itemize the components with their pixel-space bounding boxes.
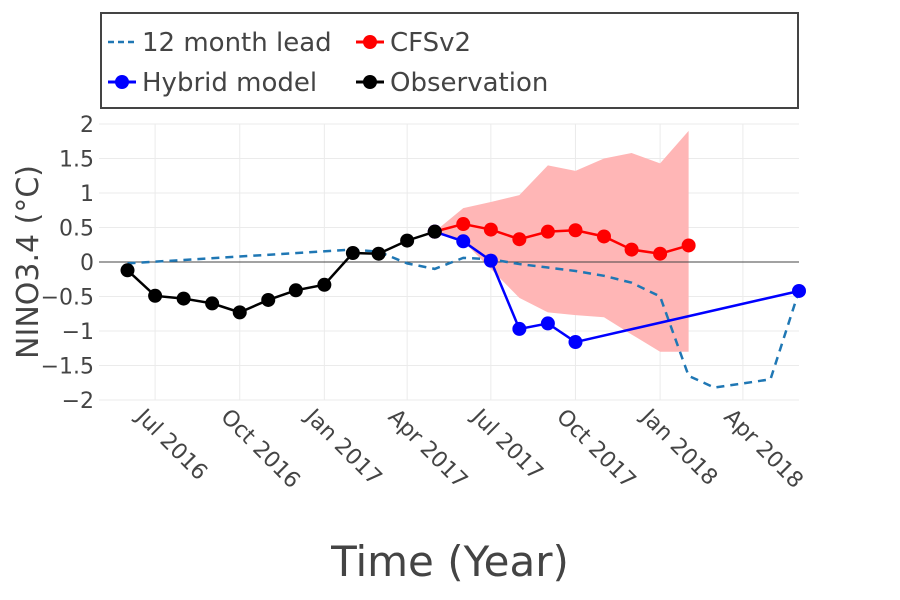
y-tick-label-6: −1 <box>62 320 94 345</box>
legend-item-hybrid-model: Hybrid model <box>108 68 317 98</box>
series-line-12-month-lead <box>127 248 801 389</box>
band-area-0 <box>434 130 689 352</box>
y-tick-label-1: 1.5 <box>59 148 94 173</box>
point-hybrid-model-4 <box>540 316 555 331</box>
legend-box <box>100 12 799 109</box>
legend-marker-hybrid-model <box>115 75 129 89</box>
point-observation-4 <box>232 305 247 320</box>
point-cfsv2-7 <box>624 242 639 257</box>
y-tick-label-2: 1 <box>80 182 94 207</box>
point-observation-3 <box>205 296 220 311</box>
cfsv2-spread-band <box>434 130 689 352</box>
legend-item-observation: Observation <box>356 68 548 98</box>
point-hybrid-model-5 <box>568 335 583 350</box>
x-tick-label-2: Jan 2017 <box>299 403 387 491</box>
series-line-cfsv2 <box>434 222 689 255</box>
point-cfsv2-3 <box>512 232 527 247</box>
x-tick-label-5: Oct 2017 <box>551 405 640 494</box>
legend-item-12-month-lead: 12 month lead <box>108 28 332 58</box>
point-observation-10 <box>400 233 415 248</box>
x-tick-label-3: Apr 2017 <box>383 405 472 494</box>
legend: 12 month lead CFSv2 Hybrid model Observa… <box>100 12 799 109</box>
y-tick-label-3: 0.5 <box>59 217 94 242</box>
legend-label-cfsv2: CFSv2 <box>390 28 471 58</box>
y-tick-label-5: −0.5 <box>41 286 94 311</box>
legend-marker-observation <box>363 75 377 89</box>
y-axis-ticks: 2 1.5 1 0.5 0 −0.5 −1 −1.5 −2 <box>41 113 94 414</box>
y-tick-label-0: 2 <box>80 113 94 138</box>
legend-label-hybrid-model: Hybrid model <box>142 68 317 98</box>
point-hybrid-model-2 <box>483 253 498 268</box>
x-tick-label-6: Jan 2018 <box>634 403 722 491</box>
point-observation-2 <box>176 291 191 306</box>
x-tick-label-4: Jul 2017 <box>465 403 547 485</box>
point-observation-0 <box>120 263 135 278</box>
point-observation-6 <box>288 283 303 298</box>
point-cfsv2-2 <box>483 222 498 237</box>
legend-item-cfsv2: CFSv2 <box>356 28 471 58</box>
point-cfsv2-4 <box>540 224 555 239</box>
legend-marker-cfsv2 <box>363 35 377 49</box>
point-hybrid-model-3 <box>512 321 527 336</box>
y-axis-title: NINO3.4 (°C) <box>11 165 46 359</box>
y-tick-label-7: −1.5 <box>41 355 94 380</box>
x-tick-label-7: Apr 2018 <box>719 405 808 494</box>
point-observation-7 <box>317 277 332 292</box>
point-cfsv2-9 <box>681 238 696 253</box>
x-tick-label-1: Oct 2016 <box>215 405 304 494</box>
point-observation-8 <box>345 246 360 261</box>
point-cfsv2-1 <box>456 217 471 232</box>
point-cfsv2-5 <box>568 223 583 238</box>
x-axis-title: Time (Year) <box>330 537 569 586</box>
point-hybrid-model-6 <box>792 283 806 298</box>
y-tick-label-8: −2 <box>62 389 94 414</box>
point-cfsv2-8 <box>653 246 668 261</box>
point-cfsv2-6 <box>596 229 611 244</box>
point-observation-1 <box>148 288 163 303</box>
point-observation-11 <box>427 224 442 239</box>
point-hybrid-model-1 <box>456 234 471 249</box>
legend-label-observation: Observation <box>390 68 548 98</box>
y-tick-label-4: 0 <box>80 251 94 276</box>
point-observation-5 <box>261 292 276 307</box>
legend-label-12-month-lead: 12 month lead <box>142 28 332 58</box>
x-tick-label-0: Jul 2016 <box>129 403 211 485</box>
series-line-observation <box>126 230 436 314</box>
point-observation-9 <box>371 246 386 261</box>
series-lines <box>120 217 806 389</box>
